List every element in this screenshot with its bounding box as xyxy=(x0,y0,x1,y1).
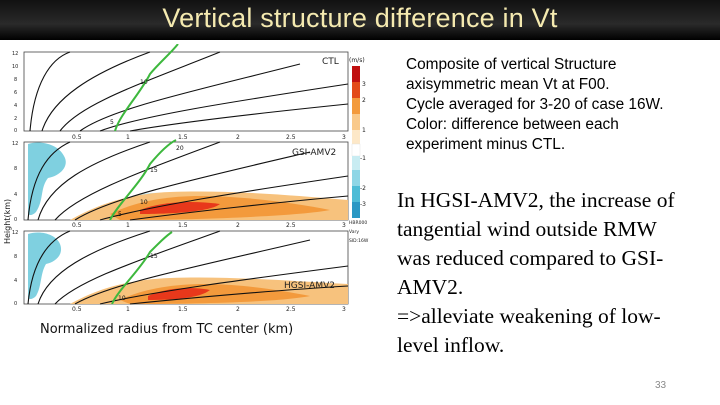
x-tick: 0.5 xyxy=(72,134,82,141)
colorbar-tick: 1 xyxy=(362,127,366,134)
x-tick: 1 xyxy=(126,134,130,141)
panel-label-ctl: CTL xyxy=(322,57,339,67)
x-axis-caption: Normalized radius from TC center (km) xyxy=(40,322,294,337)
colorbar-tick: 2 xyxy=(362,97,366,104)
x-tick: 2 xyxy=(236,222,240,229)
contour-label: 5 xyxy=(110,119,114,126)
panel-gsi-amv2: GSI-AMV2 20 15 10 5 xyxy=(23,139,349,221)
y-tick: 8 xyxy=(14,254,17,260)
side-label: HBR000 xyxy=(349,220,367,226)
x-tick: 1.5 xyxy=(178,222,188,229)
body-line: AMV2. xyxy=(397,275,464,299)
colorbar-unit: (m/s) xyxy=(349,57,365,64)
y-tick: 12 xyxy=(12,51,18,57)
colorbar-tick: 3 xyxy=(362,81,366,88)
x-tick: 1 xyxy=(126,222,130,229)
contour-label: 10 xyxy=(140,199,148,206)
x-tick: 3 xyxy=(342,134,346,141)
y-tick: 6 xyxy=(14,90,17,96)
panel-label-hgsi-amv2: HGSI-AMV2 xyxy=(284,281,335,291)
x-tick: 0.5 xyxy=(72,306,82,313)
contour-label: 20 xyxy=(176,145,184,152)
x-tick: 3 xyxy=(342,222,346,229)
x-tick: 0.5 xyxy=(72,222,82,229)
y-axis-label: Height(km) xyxy=(3,199,12,244)
contour-label: 15 xyxy=(150,253,158,260)
body-line: level inflow. xyxy=(397,333,505,357)
main-text: In HGSI-AMV2, the increase of tangential… xyxy=(397,186,715,360)
y-tick: 8 xyxy=(14,166,17,172)
x-tick: 2.5 xyxy=(286,306,296,313)
body-line: =>alleviate weakening of low- xyxy=(397,304,661,328)
x-tick: 2 xyxy=(236,306,240,313)
contour-label: 15 xyxy=(150,167,158,174)
side-label: SID:16W xyxy=(349,238,369,244)
x-tick: 2.5 xyxy=(286,134,296,141)
slide-number: 33 xyxy=(655,380,667,391)
y-tick: 4 xyxy=(14,103,17,109)
y-tick: 10 xyxy=(12,64,18,70)
y-tick: 0 xyxy=(14,301,17,307)
x-tick: 2 xyxy=(236,134,240,141)
y-tick: 12 xyxy=(12,141,18,147)
panel-hgsi-amv2: HGSI-AMV2 15 10 xyxy=(23,230,349,305)
x-tick: 1.5 xyxy=(178,134,188,141)
y-tick: 4 xyxy=(14,192,17,198)
contour-label: 10 xyxy=(118,295,126,302)
x-tick: 3 xyxy=(342,306,346,313)
colorbar-tick: -3 xyxy=(360,201,366,208)
x-tick: 1 xyxy=(126,306,130,313)
y-ticks: 12 10 8 6 4 2 0 12 8 4 0 12 8 4 0 xyxy=(12,51,18,307)
y-tick: 2 xyxy=(14,116,17,122)
body-line: tangential wind outside RMW xyxy=(397,217,657,241)
contour-label: 5 xyxy=(118,211,122,218)
y-tick: 0 xyxy=(14,217,17,223)
y-tick: 8 xyxy=(14,77,17,83)
x-tick: 1.5 xyxy=(178,306,188,313)
body-line: In HGSI-AMV2, the increase of xyxy=(397,188,675,212)
y-tick: 4 xyxy=(14,278,17,284)
panel-label-gsi-amv2: GSI-AMV2 xyxy=(292,148,336,158)
figure-description: Composite of vertical Structure axisymme… xyxy=(406,56,664,153)
side-label: Vary xyxy=(349,229,359,235)
x-tick: 2.5 xyxy=(286,222,296,229)
vt-composite-figure: Height(km) CTL 10 5 (m/s) 3 2 1 -1 xyxy=(3,44,369,313)
slide-title: Vertical structure difference in Vt xyxy=(162,3,558,33)
x-ticks: 0.5 1 1.5 2 2.5 3 0.5 1 1.5 2 2.5 3 0.5 … xyxy=(72,134,346,313)
colorbar: (m/s) 3 2 1 -1 -2 -3 HBR000 Vary SID:16W xyxy=(349,57,369,244)
panel-ctl: CTL 10 5 xyxy=(23,44,349,132)
colorbar-tick: -2 xyxy=(360,185,366,192)
body-line: was reduced compared to GSI- xyxy=(397,246,664,270)
title-bar: Vertical structure difference in Vt xyxy=(0,0,720,40)
y-tick: 12 xyxy=(12,230,18,236)
contour-label: 10 xyxy=(140,79,148,86)
y-tick: 0 xyxy=(14,128,17,134)
colorbar-tick: -1 xyxy=(360,155,366,162)
